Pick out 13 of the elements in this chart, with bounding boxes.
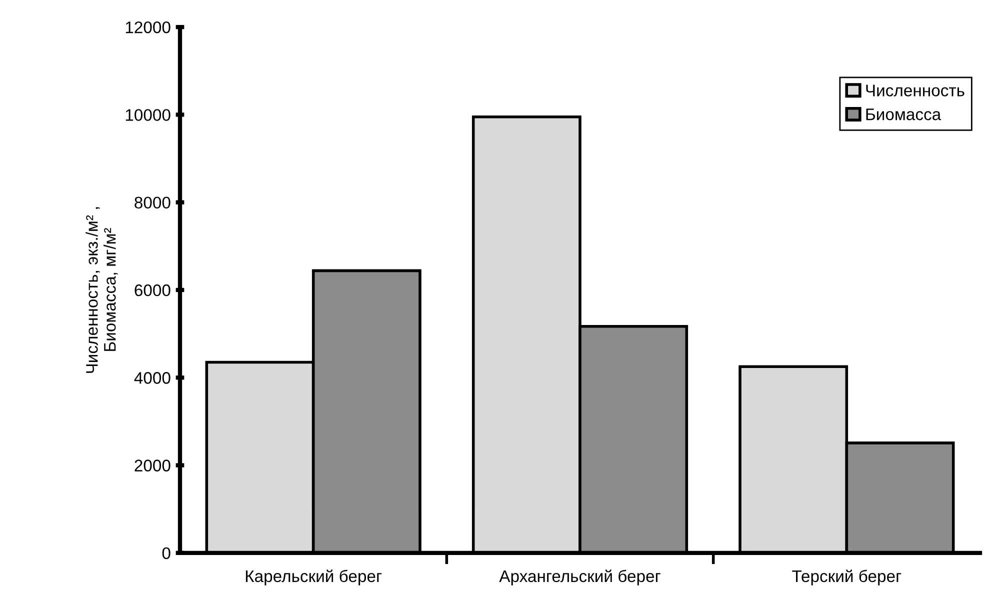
legend-label: Численность <box>866 84 964 96</box>
y-tick-label: 10000 <box>126 109 170 121</box>
y-tick-label: 4000 <box>134 372 170 384</box>
x-tick-label: Терский берег <box>792 570 902 586</box>
y-tick-label: 6000 <box>134 284 170 296</box>
legend-label: Биомасса <box>866 108 942 120</box>
y-axis-title: Численность, экз./м² , Биомасса, мг/м² <box>86 207 118 373</box>
y-tick-label: 8000 <box>134 196 170 209</box>
x-tick-label: Карельский берег <box>246 570 382 586</box>
y-tick-label: 2000 <box>134 460 170 472</box>
y-tick-label: 12000 <box>126 21 170 34</box>
y-tick-label: 0 <box>162 547 170 560</box>
x-tick-label: Архангельский берег <box>499 570 660 586</box>
